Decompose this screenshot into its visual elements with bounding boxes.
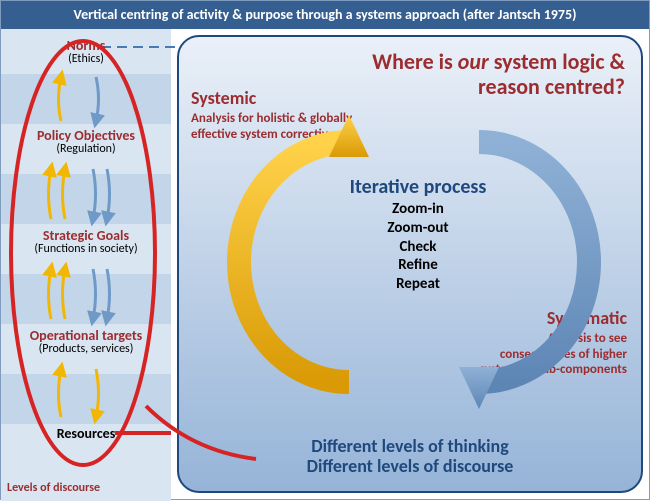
diagram-frame: Vertical centring of activity & purpose … [0, 0, 650, 500]
blue-callout-box: Where is our system logic & reason centr… [177, 35, 643, 493]
left-hierarchy-panel: Norms (Ethics) Policy Objectives (Regula… [1, 29, 171, 501]
question-title: Where is our system logic & reason centr… [325, 49, 625, 100]
systemic-block: Systemic Analysis for holistic & globall… [191, 87, 361, 142]
title-bar: Vertical centring of activity & purpose … [1, 1, 649, 29]
left-connector-arrows [1, 29, 171, 501]
bottom-thinking-lines: Different levels of thinking Different l… [179, 436, 641, 477]
iterative-block: Iterative process Zoom-in Zoom-out Check… [343, 177, 493, 294]
systematic-block: Systematic Analysis to see consequences … [477, 307, 627, 378]
